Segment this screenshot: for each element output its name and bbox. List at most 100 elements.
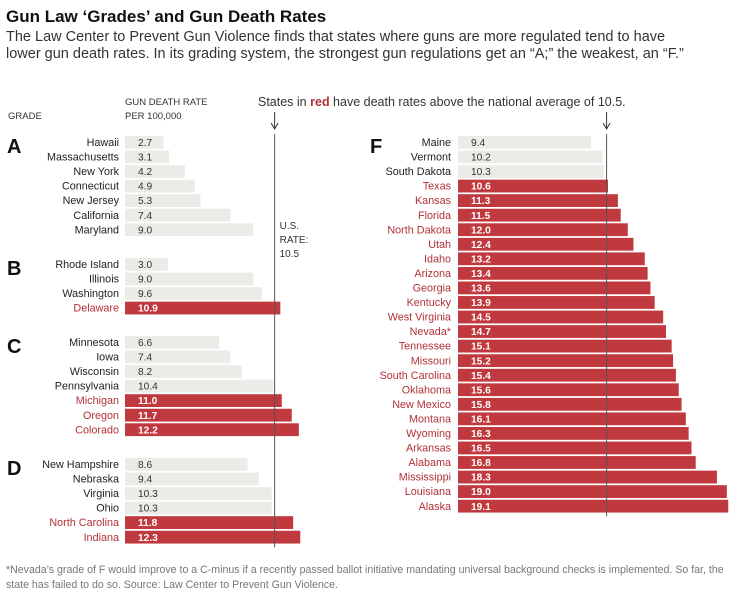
- bar-connecticut: [125, 179, 195, 193]
- bar-alabama: [458, 456, 696, 469]
- bar-rhode-island: [125, 258, 168, 271]
- value-label: 10.9: [138, 304, 158, 315]
- value-label: 9.4: [138, 475, 152, 486]
- bar-georgia: [458, 281, 651, 295]
- bar-missouri: [458, 354, 674, 368]
- bar-minnesota: [125, 336, 220, 349]
- bar-louisiana: [458, 485, 727, 498]
- value-label: 7.4: [138, 211, 152, 222]
- value-label: 5.3: [138, 196, 152, 207]
- value-label: 10.6: [471, 182, 491, 193]
- value-label: 10.3: [138, 489, 158, 500]
- value-label: 14.7: [471, 327, 491, 338]
- value-label: 11.7: [138, 411, 158, 422]
- value-label: 7.4: [138, 353, 152, 364]
- state-label: California: [73, 210, 119, 222]
- state-label: North Carolina: [49, 517, 119, 529]
- value-label: 13.4: [471, 269, 491, 280]
- value-label: 15.6: [471, 385, 491, 396]
- value-label: 12.2: [138, 425, 158, 436]
- bar-ohio: [125, 501, 272, 515]
- bar-alaska: [458, 499, 729, 513]
- value-label: 16.5: [471, 444, 491, 455]
- bar-kansas: [458, 194, 618, 207]
- state-label: Indiana: [84, 532, 119, 544]
- value-label: 15.8: [471, 400, 491, 411]
- bar-california: [125, 208, 231, 222]
- bar-massachusetts: [125, 150, 170, 164]
- us-rate-label: 10.5: [280, 249, 300, 260]
- bar-maryland: [125, 223, 254, 237]
- bar-new-york: [125, 165, 185, 178]
- value-label: 12.3: [138, 533, 158, 544]
- state-label: Utah: [428, 239, 451, 251]
- chart-subtitle: The Law Center to Prevent Gun Violence f…: [6, 29, 684, 62]
- state-label: Minnesota: [69, 337, 119, 349]
- value-label: 9.0: [138, 275, 152, 286]
- state-label: Kentucky: [407, 297, 452, 309]
- bar-hawaii: [125, 136, 164, 149]
- bar-new-hampshire: [125, 458, 248, 471]
- grade-letter-f: F: [370, 136, 382, 158]
- state-label: Maryland: [75, 224, 119, 236]
- bar-indiana: [125, 530, 301, 544]
- bar-utah: [458, 237, 634, 251]
- state-label: Georgia: [413, 283, 451, 295]
- state-label: Michigan: [76, 395, 119, 407]
- state-label: Oregon: [83, 410, 119, 422]
- annotation-highlight: red: [310, 95, 329, 109]
- value-label: 2.7: [138, 138, 152, 149]
- us-rate-label: U.S.: [280, 221, 299, 232]
- state-label: Arizona: [414, 268, 451, 280]
- bar-north-carolina: [125, 516, 294, 529]
- state-label: Alabama: [408, 457, 451, 469]
- bar-colorado: [125, 423, 299, 437]
- value-label: 10.3: [471, 167, 491, 178]
- bar-south-carolina: [458, 368, 676, 382]
- value-label: 8.6: [138, 460, 152, 471]
- grade-letter-c: C: [7, 336, 21, 358]
- value-label: 11.8: [138, 518, 158, 529]
- state-label: Oklahoma: [402, 384, 451, 396]
- state-label: Maine: [422, 137, 451, 149]
- value-label: 15.4: [471, 371, 491, 382]
- value-label: 13.2: [471, 254, 491, 265]
- bar-virginia: [125, 487, 272, 500]
- bar-arizona: [458, 266, 648, 280]
- state-label: New York: [73, 166, 119, 178]
- state-label: Washington: [62, 288, 119, 300]
- bar-vermont: [458, 150, 603, 164]
- value-label: 12.0: [471, 225, 491, 236]
- state-label: New Mexico: [392, 399, 451, 411]
- value-label: 10.2: [471, 153, 491, 164]
- bar-wisconsin: [125, 365, 242, 378]
- state-label: Idaho: [424, 253, 451, 265]
- bar-oklahoma: [458, 383, 679, 397]
- chart-title: Gun Law ‘Grades’ and Gun Death Rates: [6, 7, 327, 26]
- state-label: Florida: [418, 210, 451, 222]
- value-label: 9.6: [138, 289, 152, 300]
- bar-texas: [458, 179, 608, 193]
- value-label: 10.3: [138, 504, 158, 515]
- state-label: Connecticut: [62, 181, 119, 193]
- bar-nevada-: [458, 325, 667, 338]
- state-label: Missouri: [411, 355, 451, 367]
- state-label: Mississippi: [399, 472, 451, 484]
- state-label: New Jersey: [63, 195, 120, 207]
- state-label: Nebraska: [73, 474, 119, 486]
- bar-new-jersey: [125, 194, 201, 207]
- bar-mississippi: [458, 470, 717, 484]
- value-label: 15.1: [471, 342, 491, 353]
- bar-idaho: [458, 252, 645, 266]
- state-label: Wisconsin: [70, 366, 119, 378]
- value-label: 19.0: [471, 487, 491, 498]
- value-label: 9.0: [138, 225, 152, 236]
- bar-illinois: [125, 272, 254, 286]
- grade-letter-a: A: [7, 136, 21, 158]
- value-label: 4.9: [138, 182, 152, 193]
- state-label: Nevada*: [410, 326, 452, 338]
- state-label: Illinois: [89, 274, 120, 286]
- state-label: Rhode Island: [55, 259, 119, 271]
- bar-michigan: [125, 394, 282, 407]
- state-label: Iowa: [96, 352, 119, 364]
